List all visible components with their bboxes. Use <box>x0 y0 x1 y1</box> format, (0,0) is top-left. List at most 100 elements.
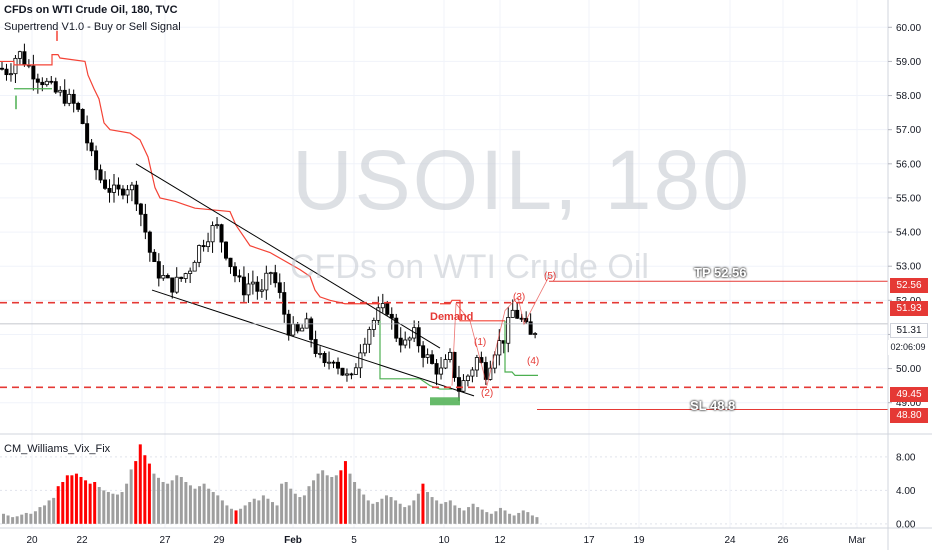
vix-bar <box>398 503 402 524</box>
vix-bar <box>321 470 325 524</box>
candle-body <box>470 369 475 377</box>
y-tick-label: 50.00 <box>896 364 921 375</box>
candle-body <box>273 272 278 284</box>
vix-bar <box>302 495 306 524</box>
vix-bar <box>47 500 51 524</box>
vix-bar <box>289 488 293 524</box>
vix-bar <box>220 500 224 524</box>
y-tick-label: 57.00 <box>896 125 921 136</box>
candle-body <box>17 51 22 59</box>
price-tag-support: 49.45 <box>890 387 928 402</box>
candle-body <box>116 184 121 190</box>
candle-body <box>358 352 363 369</box>
vix-bar <box>52 497 56 524</box>
vix-bar <box>444 502 448 524</box>
vix-pane[interactable] <box>2 444 539 524</box>
vix-bar <box>202 483 206 524</box>
candle-body <box>223 241 228 259</box>
y-tick-label: 55.00 <box>896 193 921 204</box>
x-tick-label: 17 <box>583 535 595 546</box>
candle-body <box>76 102 81 110</box>
indicator-legend[interactable]: Supertrend V1.0 - Buy or Sell Signal <box>4 21 181 33</box>
candle-body <box>515 309 520 319</box>
vix-bar <box>120 492 124 524</box>
vix-bar <box>298 497 302 524</box>
candle-body <box>165 275 170 279</box>
vix-bar <box>430 497 434 524</box>
vix-bar <box>293 493 297 524</box>
candle-body <box>407 337 412 341</box>
vix-bar <box>467 507 471 524</box>
candle-body <box>389 313 394 319</box>
vix-bar <box>198 486 202 524</box>
vix-bar <box>457 507 461 524</box>
candle-body <box>98 169 103 181</box>
candle-body <box>277 282 282 293</box>
x-tick-label: 24 <box>724 535 736 546</box>
y-tick-label: 58.00 <box>896 91 921 102</box>
candle-body <box>398 337 403 346</box>
candle-body <box>349 373 354 376</box>
x-tick-label: 29 <box>213 535 225 546</box>
candle-body <box>322 352 327 364</box>
candle-body <box>439 367 444 375</box>
vix-bar <box>6 515 10 524</box>
sub-indicator-legend[interactable]: CM_Williams_Vix_Fix <box>4 443 111 455</box>
vix-bar <box>448 500 452 524</box>
candle-body <box>474 357 479 371</box>
vix-bar <box>453 505 457 524</box>
vix-bar <box>494 511 498 524</box>
vix-bar <box>79 476 83 524</box>
candle-body <box>295 323 300 332</box>
vix-bar <box>43 505 47 524</box>
price-pane[interactable] <box>0 30 888 411</box>
vix-bar <box>476 507 480 524</box>
y-tick-label: 59.00 <box>896 57 921 68</box>
vix-bar <box>143 455 147 524</box>
vix-bar <box>175 475 179 524</box>
candle-body <box>107 187 112 193</box>
vix-bar <box>248 502 252 524</box>
candle-body <box>192 261 197 272</box>
candle-body <box>120 188 125 196</box>
candle-body <box>197 245 202 263</box>
candle-body <box>250 281 255 285</box>
vix-bar <box>88 483 92 524</box>
vix-bar <box>134 461 138 524</box>
candle-body <box>519 317 524 320</box>
candle-body <box>362 343 367 354</box>
vix-bar <box>20 514 24 524</box>
candle-body <box>456 377 461 392</box>
vix-bar <box>407 505 411 524</box>
candle-body <box>447 351 452 360</box>
candle-body <box>268 272 273 275</box>
candle-body <box>49 80 54 83</box>
candle-body <box>112 184 117 193</box>
vix-bar <box>207 488 211 524</box>
vix-bar <box>412 500 416 524</box>
candle-body <box>8 73 13 76</box>
candle-body <box>488 367 493 380</box>
candle-body <box>4 68 9 76</box>
candle-body <box>174 276 179 293</box>
vix-bar <box>225 505 229 524</box>
candle-body <box>80 108 85 125</box>
vix-bar <box>353 482 357 524</box>
vix-bar <box>239 508 243 524</box>
vix-bar <box>380 498 384 524</box>
x-tick-label: 10 <box>438 535 450 546</box>
vix-bar <box>462 510 466 524</box>
supertrend-down-line <box>0 54 380 305</box>
vix-bar <box>166 483 170 524</box>
chart-title[interactable]: CFDs on WTI Crude Oil, 180, TVC <box>4 4 178 16</box>
vix-bar <box>125 483 129 524</box>
wave-1-label: (1) <box>474 337 487 348</box>
candle-body <box>479 357 484 363</box>
vix-bar <box>243 505 247 524</box>
vix-bar <box>15 516 19 524</box>
vix-bar <box>74 473 78 524</box>
vix-bar <box>416 493 420 524</box>
vix-bar <box>93 482 97 524</box>
vix-bar <box>394 500 398 524</box>
